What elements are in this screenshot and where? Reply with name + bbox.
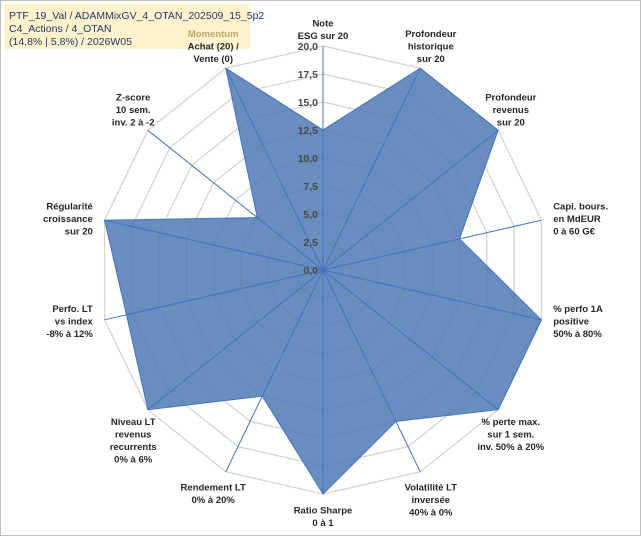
tick-label: 0,0 — [303, 265, 318, 277]
axis-label-line: inversée — [412, 495, 451, 506]
axis-label-line: revenus — [493, 105, 529, 116]
axis-label-line: Momentum — [188, 29, 239, 40]
axis-label-line: Capi. bours. — [553, 202, 608, 213]
axis-spoke — [322, 269, 542, 321]
axis-label-line: 0 à 60 G€ — [553, 227, 595, 238]
tick-label: 17,5 — [298, 69, 319, 81]
axis-label-line: ESG sur 20 — [298, 31, 349, 42]
axis-label-line: Profondeur — [405, 29, 456, 40]
portfolio-category: C4_Actions / 4_OTAN — [9, 23, 112, 35]
axis-label-line: revenus — [115, 429, 151, 440]
axis-label-line: inv. 2 à -2 — [112, 118, 155, 129]
axis-label: Rendement LT0% à 20% — [181, 483, 246, 507]
axis-label-line: recurrents — [110, 442, 157, 453]
axis-label-line: croissance — [43, 214, 93, 225]
tick-label: 12,5 — [298, 125, 319, 137]
portfolio-stats: (14,8% | 5,8%) / 2026W05 — [9, 36, 132, 48]
tick-label: 20,0 — [298, 41, 319, 53]
axis-label-line: % perte max. — [481, 417, 540, 428]
portfolio-name: PTF_19_Val / ADAMMixGV_4_OTAN_202509_15_… — [9, 10, 265, 22]
axis-label-line: Note — [312, 19, 333, 30]
tick-label: 10,0 — [298, 153, 319, 165]
axis-spoke — [322, 269, 499, 411]
axis-label-line: Achat (20) / — [188, 41, 240, 52]
tick-label: 7,5 — [303, 181, 318, 193]
axis-spoke — [104, 269, 324, 321]
axis-label-line: 0 à 1 — [312, 518, 334, 529]
axis-label-line: historique — [408, 41, 454, 52]
axis-label-line: -8% à 12% — [46, 329, 93, 340]
axis-label: Capi. bours.en MdEUR 0 à 60 G€ — [553, 202, 608, 238]
axis-spoke — [225, 67, 324, 271]
radar-tick-labels: 0,0 2,5 5,0 7,5 10,0 12,5 15,0 17,5 20,0 — [298, 41, 319, 277]
axis-spoke — [322, 67, 421, 271]
axis-label-line: Profondeur — [485, 93, 536, 104]
tick-label: 5,0 — [303, 209, 318, 221]
tick-label: 2,5 — [303, 237, 318, 249]
axis-label-line: 0% à 6% — [114, 454, 153, 465]
axis-label-line: 0% à 20% — [192, 495, 236, 506]
axis-label-line: 40% à 0% — [409, 508, 453, 519]
axis-label-line: Vente (0) — [193, 54, 233, 65]
axis-label-line: 10 sem. — [116, 105, 151, 116]
axis-label-line: en MdEUR — [553, 214, 601, 225]
axis-label-line: sur 20 — [497, 118, 525, 129]
axis-spoke — [322, 129, 499, 271]
axis-label-line: positive — [553, 316, 589, 327]
axis-label-line: Rendement LT — [181, 483, 246, 494]
radar-spokes — [104, 46, 542, 494]
axis-spoke — [322, 269, 421, 473]
axis-spoke — [225, 269, 324, 473]
axis-label-line: 50% à 80% — [553, 329, 602, 340]
portfolio-info-box: PTF_19_Val / ADAMMixGV_4_OTAN_202509_15_… — [4, 4, 265, 49]
axis-label-line: % perfo 1A — [553, 304, 603, 315]
tick-label: 15,0 — [298, 97, 319, 109]
axis-spoke — [147, 129, 324, 271]
axis-label-line: sur 20 — [65, 227, 93, 238]
axis-label-line: Ratio Sharpe — [294, 506, 353, 517]
axis-label-line: Régularité — [46, 202, 92, 213]
axis-label-line: Z-score — [116, 93, 150, 104]
axis-label-line: Volatilité LT — [405, 483, 458, 494]
axis-label-line: Niveau LT — [111, 417, 156, 428]
axis-spoke — [104, 219, 324, 271]
axis-label: % perte max.sur 1 sem. inv. 50% à 20% — [477, 417, 544, 453]
axis-spoke — [322, 219, 542, 271]
axis-label-line: sur 1 sem. — [487, 429, 534, 440]
axis-label-line: inv. 50% à 20% — [477, 442, 544, 453]
axis-label-line: Perfo. LT — [52, 304, 93, 315]
axis-label-line: vs index — [55, 316, 94, 327]
axis-spoke — [147, 269, 324, 411]
axis-label-line: sur 20 — [417, 54, 445, 65]
